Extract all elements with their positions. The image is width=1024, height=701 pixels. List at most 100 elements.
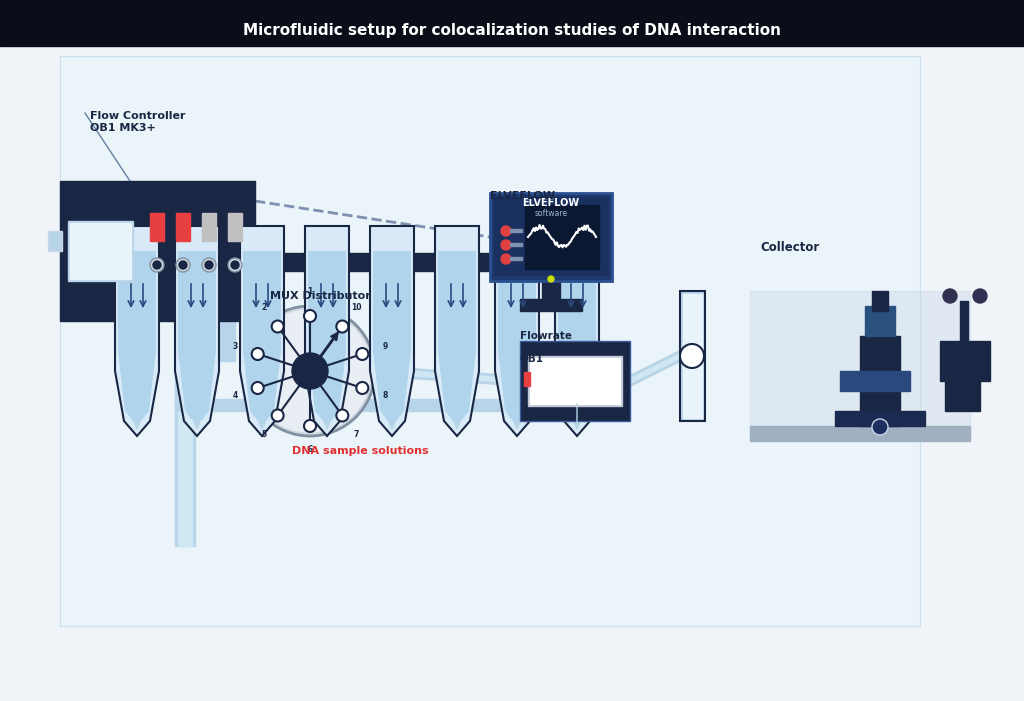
Bar	[530, 358, 620, 404]
Polygon shape	[555, 226, 599, 436]
Polygon shape	[373, 251, 411, 426]
Circle shape	[356, 382, 369, 394]
Circle shape	[501, 254, 511, 264]
Polygon shape	[370, 226, 414, 436]
Circle shape	[228, 258, 242, 272]
Bar	[60, 181, 255, 321]
Bar	[60, 56, 920, 626]
Bar	[865, 306, 895, 336]
Circle shape	[153, 261, 161, 269]
Bar	[520, 299, 582, 311]
Text: 6: 6	[307, 446, 312, 454]
Bar	[525, 205, 599, 269]
Bar	[255, 226, 269, 271]
Text: 5: 5	[261, 430, 266, 440]
Bar	[490, 193, 612, 281]
Bar	[872, 291, 888, 311]
Polygon shape	[115, 226, 159, 436]
Bar	[940, 341, 990, 381]
Polygon shape	[435, 226, 479, 436]
Circle shape	[501, 226, 511, 236]
Bar	[860, 336, 900, 426]
Bar	[245, 311, 260, 361]
Circle shape	[271, 320, 284, 332]
Circle shape	[336, 320, 348, 332]
Circle shape	[304, 420, 316, 432]
Bar	[178, 316, 193, 546]
Bar	[520, 341, 630, 421]
Bar	[750, 426, 970, 441]
Text: 2: 2	[261, 303, 266, 311]
Bar	[572, 226, 582, 271]
Bar	[202, 213, 216, 241]
Bar	[257, 226, 267, 271]
Circle shape	[252, 382, 264, 394]
Text: 9: 9	[383, 342, 388, 351]
Circle shape	[179, 261, 187, 269]
Polygon shape	[240, 226, 284, 436]
Circle shape	[176, 258, 190, 272]
Circle shape	[943, 289, 957, 303]
Bar	[961, 301, 968, 341]
Polygon shape	[308, 251, 346, 426]
Text: 3: 3	[232, 342, 238, 351]
Polygon shape	[178, 251, 216, 426]
Bar	[0, 0, 1024, 46]
Circle shape	[292, 353, 328, 389]
Bar	[835, 411, 925, 426]
Bar	[130, 226, 144, 271]
Polygon shape	[498, 251, 536, 426]
Polygon shape	[175, 226, 219, 436]
Text: Collector: Collector	[760, 241, 819, 254]
Bar	[190, 226, 204, 271]
Text: 7: 7	[353, 430, 359, 440]
Text: 10: 10	[351, 303, 361, 311]
Bar	[193, 226, 202, 271]
Bar	[220, 311, 234, 361]
Circle shape	[202, 258, 216, 272]
Bar	[750, 291, 970, 441]
Bar	[319, 226, 334, 271]
Text: ELVEFLOW: ELVEFLOW	[490, 191, 555, 201]
Bar	[115, 253, 595, 271]
Polygon shape	[495, 226, 539, 436]
Circle shape	[231, 261, 239, 269]
Text: ELVEFLOW: ELVEFLOW	[522, 198, 580, 208]
Circle shape	[252, 348, 264, 360]
Text: 8: 8	[382, 391, 388, 400]
Circle shape	[680, 344, 705, 368]
Bar	[945, 376, 980, 411]
Text: DNA sample solutions: DNA sample solutions	[292, 446, 428, 456]
Bar	[322, 226, 332, 271]
Text: software: software	[535, 208, 567, 217]
Text: 4: 4	[232, 391, 238, 400]
Text: Flow Controller
OB1 MK3+: Flow Controller OB1 MK3+	[90, 111, 185, 132]
Text: MUX Distributor: MUX Distributor	[270, 291, 371, 301]
Text: Microfluidic setup for colocalization studies of DNA interaction: Microfluidic setup for colocalization st…	[243, 24, 781, 39]
Bar	[524, 372, 530, 386]
Bar	[150, 213, 164, 241]
Circle shape	[271, 409, 284, 421]
Bar	[452, 226, 462, 271]
Polygon shape	[558, 251, 596, 426]
Bar	[570, 226, 584, 271]
Bar	[228, 213, 242, 241]
Circle shape	[304, 310, 316, 322]
Bar	[387, 226, 397, 271]
Bar	[680, 291, 705, 421]
Bar	[385, 226, 399, 271]
Text: Flowrate
Monitor
OB1: Flowrate Monitor OB1	[520, 331, 572, 365]
Circle shape	[501, 240, 511, 250]
Circle shape	[872, 419, 888, 435]
Bar	[512, 226, 522, 271]
Bar	[542, 276, 560, 301]
Bar	[528, 356, 622, 406]
Circle shape	[973, 289, 987, 303]
Bar	[840, 371, 910, 391]
Bar	[132, 226, 142, 271]
Circle shape	[548, 276, 554, 282]
Bar	[48, 231, 62, 251]
Polygon shape	[243, 251, 281, 426]
Bar	[494, 197, 608, 275]
Circle shape	[205, 261, 213, 269]
